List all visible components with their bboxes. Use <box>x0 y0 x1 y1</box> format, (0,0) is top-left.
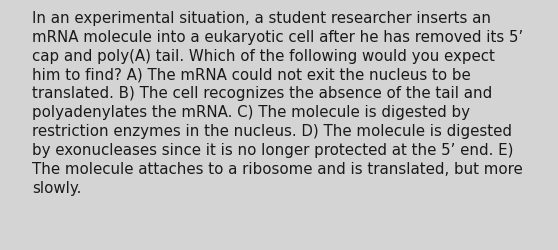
Text: In an experimental situation, a student researcher inserts an
mRNA molecule into: In an experimental situation, a student … <box>32 11 523 195</box>
